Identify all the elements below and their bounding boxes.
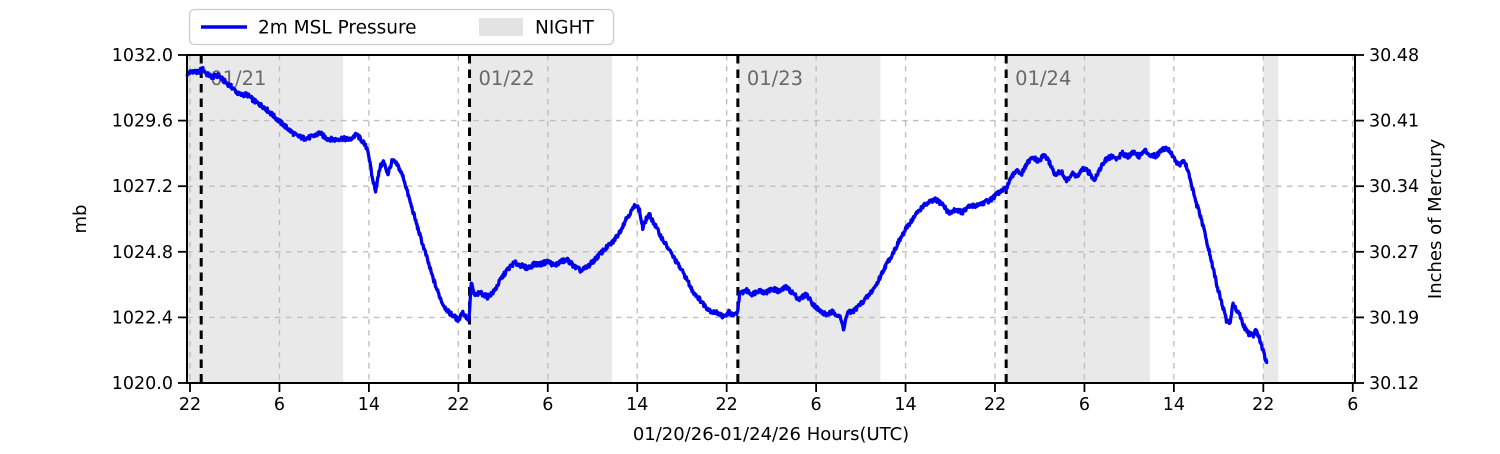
left-axis-label: mb — [70, 205, 91, 234]
left-tick-label: 1022.4 — [112, 308, 173, 328]
left-tick-label: 1024.8 — [112, 243, 173, 263]
x-tick-label: 22 — [179, 395, 201, 415]
tick-marks — [178, 54, 1364, 392]
x-tick-label: 22 — [984, 395, 1006, 415]
night-band — [187, 55, 344, 383]
right-tick-label: 30.27 — [1369, 243, 1419, 263]
tick-labels: 22 6 14 22 6 14 22 6 14 22 6 14 22 6 1020.0 30.12 1022.4… — [112, 46, 1419, 415]
legend-series-label: 2m MSL Pressure — [258, 18, 417, 39]
x-tick-label: 22 — [716, 395, 738, 415]
left-tick-label: 1032.0 — [112, 46, 173, 66]
x-tick-label: 22 — [447, 395, 469, 415]
day-label: 01/22 — [479, 67, 535, 90]
axes-frame — [186, 54, 1356, 384]
plot-frame — [186, 54, 1356, 384]
x-tick-label: 14 — [1163, 395, 1185, 415]
left-tick-label: 1020.0 — [112, 374, 173, 394]
night-band — [1263, 55, 1279, 383]
legend-night-patch — [479, 18, 523, 36]
legend-night-label: NIGHT — [535, 18, 595, 39]
x-tick-label: 6 — [1347, 395, 1358, 415]
left-tick-label: 1027.2 — [112, 177, 173, 197]
night-shading-bands — [187, 55, 1279, 383]
x-tick-label: 22 — [1252, 395, 1274, 415]
night-band — [469, 55, 613, 383]
x-tick-label: 6 — [542, 395, 553, 415]
x-tick-label: 14 — [894, 395, 916, 415]
x-tick-label: 14 — [626, 395, 648, 415]
right-tick-label: 30.34 — [1369, 177, 1419, 197]
right-tick-label: 30.12 — [1369, 374, 1419, 394]
right-axis-label: Inches of Mercury — [1425, 139, 1446, 300]
legend: 2m MSL Pressure NIGHT — [188, 8, 615, 46]
right-tick-label: 30.41 — [1369, 112, 1419, 132]
x-tick-label: 6 — [1079, 395, 1090, 415]
left-tick-label: 1029.6 — [112, 112, 173, 132]
day-label: 01/23 — [747, 67, 803, 90]
gridlines — [187, 55, 1355, 383]
right-tick-label: 30.19 — [1369, 308, 1419, 328]
night-band — [737, 55, 881, 383]
right-tick-label: 30.48 — [1369, 46, 1419, 66]
x-tick-label: 14 — [358, 395, 380, 415]
pressure-line-series — [185, 65, 1269, 365]
day-label: 01/24 — [1015, 67, 1071, 90]
pressure-trace — [185, 65, 1269, 365]
day-boundary-lines — [199, 55, 1008, 383]
x-axis-label: 01/20/26-01/24/26 Hours(UTC) — [633, 424, 909, 445]
night-band — [1006, 55, 1150, 383]
x-tick-label: 6 — [811, 395, 822, 415]
x-tick-label: 6 — [274, 395, 285, 415]
